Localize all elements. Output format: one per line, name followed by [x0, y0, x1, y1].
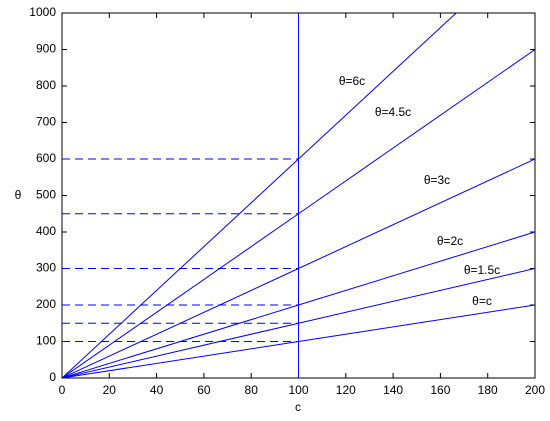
x-tick-label: 100 [288, 383, 308, 397]
line-label: θ=3c [424, 173, 450, 187]
line-label: θ=1.5c [464, 263, 500, 277]
y-tick-label: 200 [36, 297, 56, 311]
line-label: θ=6c [339, 74, 365, 88]
x-tick-label: 0 [59, 383, 66, 397]
x-tick-label: 60 [197, 383, 211, 397]
x-axis-label: c [295, 400, 301, 414]
y-tick-label: 700 [36, 115, 56, 129]
x-tick-label: 120 [336, 383, 356, 397]
line-label: θ=2c [437, 234, 463, 248]
x-tick-label: 180 [478, 383, 498, 397]
x-tick-label: 80 [245, 383, 259, 397]
y-tick-label: 100 [36, 334, 56, 348]
y-tick-label: 500 [36, 188, 56, 202]
y-tick-label: 900 [36, 42, 56, 56]
line-label: θ=c [472, 294, 492, 308]
y-axis-label: θ [15, 188, 22, 202]
y-tick-label: 800 [36, 78, 56, 92]
x-tick-label: 140 [383, 383, 403, 397]
y-tick-label: 1000 [29, 5, 56, 19]
x-tick-label: 40 [150, 383, 164, 397]
x-tick-label: 20 [103, 383, 117, 397]
y-tick-label: 300 [36, 261, 56, 275]
y-tick-label: 600 [36, 151, 56, 165]
y-tick-label: 400 [36, 224, 56, 238]
y-tick-label: 0 [49, 370, 56, 384]
line-label: θ=4.5c [375, 105, 411, 119]
x-tick-label: 160 [430, 383, 450, 397]
x-tick-label: 200 [525, 383, 545, 397]
